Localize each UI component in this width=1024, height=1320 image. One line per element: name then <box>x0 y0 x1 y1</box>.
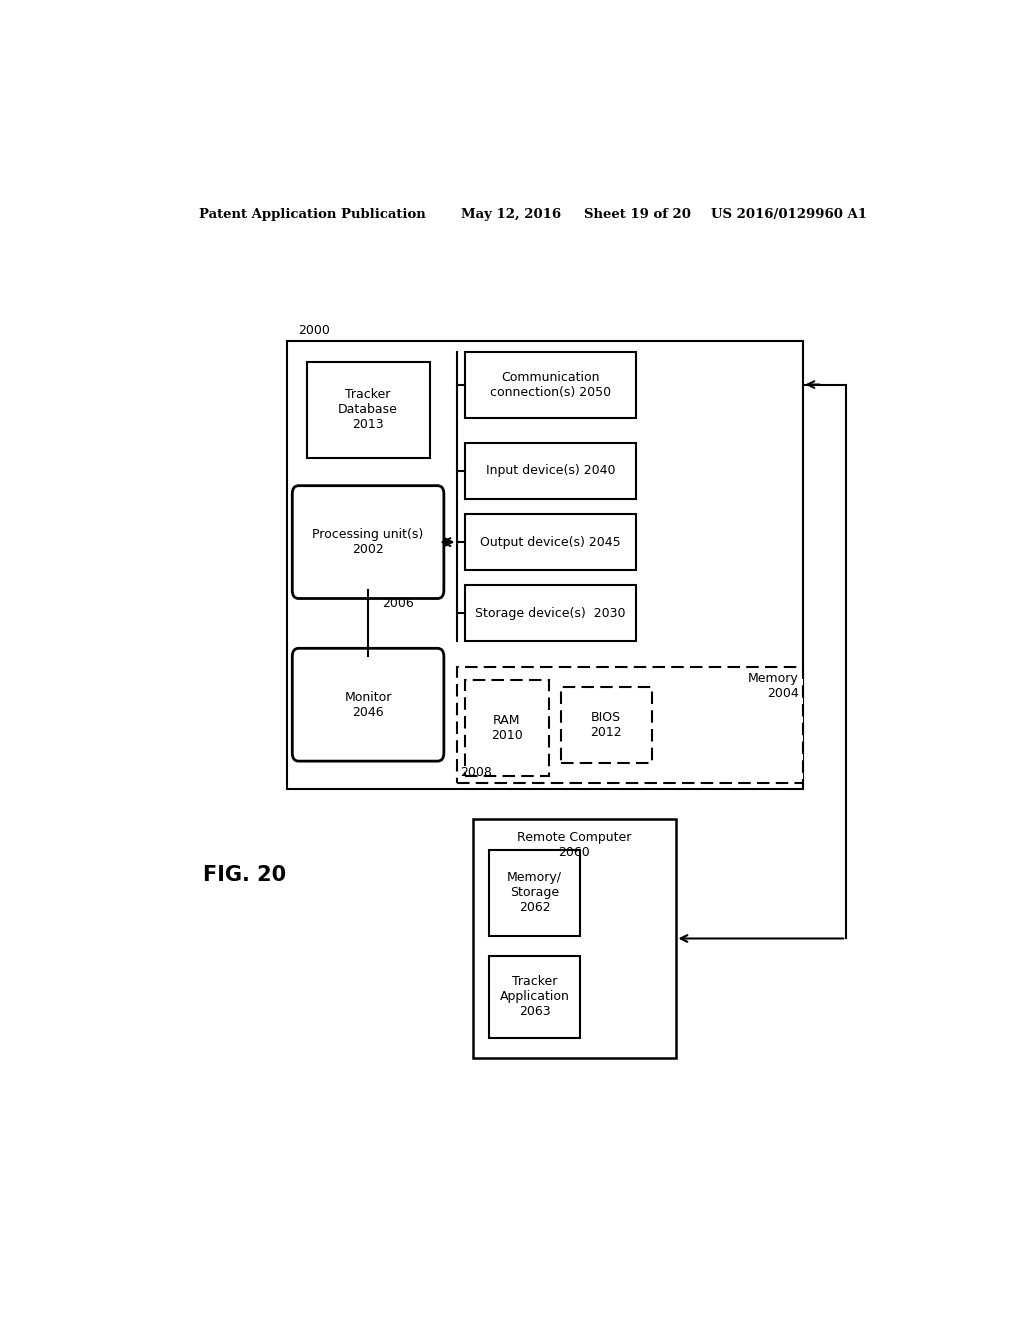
Text: Storage device(s)  2030: Storage device(s) 2030 <box>475 607 626 619</box>
Bar <box>465 680 549 776</box>
Text: Output device(s) 2045: Output device(s) 2045 <box>480 536 621 549</box>
Text: Monitor
2046: Monitor 2046 <box>344 690 392 718</box>
Text: RAM
2010: RAM 2010 <box>492 714 523 742</box>
Text: Patent Application Publication: Patent Application Publication <box>200 207 426 220</box>
Text: 2000: 2000 <box>299 325 331 338</box>
Text: Processing unit(s)
2002: Processing unit(s) 2002 <box>312 528 424 556</box>
Bar <box>287 342 803 788</box>
Text: Tracker
Database
2013: Tracker Database 2013 <box>338 388 398 432</box>
Text: Tracker
Application
2063: Tracker Application 2063 <box>500 975 569 1019</box>
Text: Memory
2004: Memory 2004 <box>748 672 799 700</box>
Text: Remote Computer
2060: Remote Computer 2060 <box>517 832 632 859</box>
Bar <box>465 444 636 499</box>
Text: Sheet 19 of 20: Sheet 19 of 20 <box>585 207 691 220</box>
Bar <box>473 818 676 1057</box>
Bar <box>465 515 636 570</box>
Text: BIOS
2012: BIOS 2012 <box>590 711 622 739</box>
Text: US 2016/0129960 A1: US 2016/0129960 A1 <box>712 207 867 220</box>
Text: 2006: 2006 <box>382 598 414 610</box>
Text: Input device(s) 2040: Input device(s) 2040 <box>485 465 615 478</box>
Bar <box>465 585 636 642</box>
FancyBboxPatch shape <box>292 648 443 762</box>
Bar <box>560 686 652 763</box>
Text: May 12, 2016: May 12, 2016 <box>461 207 561 220</box>
Bar <box>465 351 636 417</box>
Text: Communication
connection(s) 2050: Communication connection(s) 2050 <box>490 371 611 399</box>
Bar <box>489 956 581 1038</box>
Bar <box>489 850 581 936</box>
Text: FIG. 20: FIG. 20 <box>204 865 287 884</box>
Text: Memory/
Storage
2062: Memory/ Storage 2062 <box>507 871 562 915</box>
Bar <box>458 667 803 784</box>
FancyBboxPatch shape <box>292 486 443 598</box>
Bar <box>306 362 430 458</box>
Text: 2008: 2008 <box>460 767 492 779</box>
